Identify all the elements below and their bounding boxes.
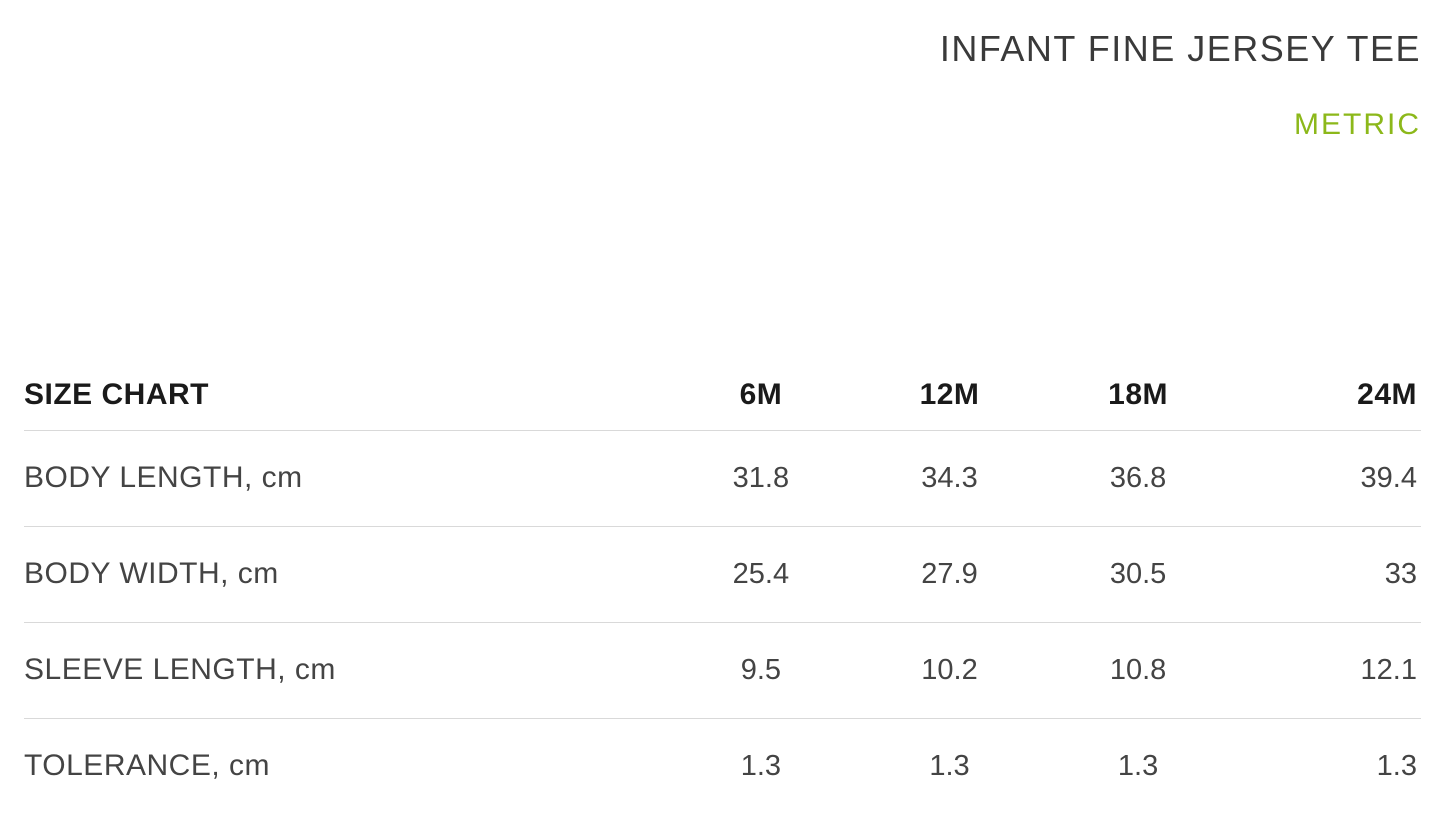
column-header: 24M (1232, 360, 1421, 430)
row-label: BODY WIDTH, cm (24, 526, 667, 622)
cell: 30.5 (1044, 526, 1233, 622)
cell: 36.8 (1044, 430, 1233, 526)
cell: 9.5 (667, 622, 856, 718)
cell: 34.3 (855, 430, 1044, 526)
column-header: 18M (1044, 360, 1233, 430)
cell: 39.4 (1232, 430, 1421, 526)
row-label: SLEEVE LENGTH, cm (24, 622, 667, 718)
unit-label: METRIC (24, 108, 1421, 142)
cell: 1.3 (1232, 718, 1421, 814)
cell: 1.3 (667, 718, 856, 814)
product-title: INFANT FINE JERSEY TEE (24, 28, 1421, 70)
table-row: BODY LENGTH, cm 31.8 34.3 36.8 39.4 (24, 430, 1421, 526)
column-header: 12M (855, 360, 1044, 430)
cell: 1.3 (1044, 718, 1233, 814)
cell: 27.9 (855, 526, 1044, 622)
table-header-row: SIZE CHART 6M 12M 18M 24M (24, 360, 1421, 430)
row-label: TOLERANCE, cm (24, 718, 667, 814)
cell: 10.8 (1044, 622, 1233, 718)
table-row: BODY WIDTH, cm 25.4 27.9 30.5 33 (24, 526, 1421, 622)
cell: 31.8 (667, 430, 856, 526)
table-row: TOLERANCE, cm 1.3 1.3 1.3 1.3 (24, 718, 1421, 814)
row-label: BODY LENGTH, cm (24, 430, 667, 526)
cell: 12.1 (1232, 622, 1421, 718)
cell: 25.4 (667, 526, 856, 622)
cell: 10.2 (855, 622, 1044, 718)
cell: 33 (1232, 526, 1421, 622)
table-row: SLEEVE LENGTH, cm 9.5 10.2 10.8 12.1 (24, 622, 1421, 718)
cell: 1.3 (855, 718, 1044, 814)
column-header: 6M (667, 360, 856, 430)
size-chart-table: SIZE CHART 6M 12M 18M 24M BODY LENGTH, c… (24, 360, 1421, 814)
size-chart-heading: SIZE CHART (24, 360, 667, 430)
